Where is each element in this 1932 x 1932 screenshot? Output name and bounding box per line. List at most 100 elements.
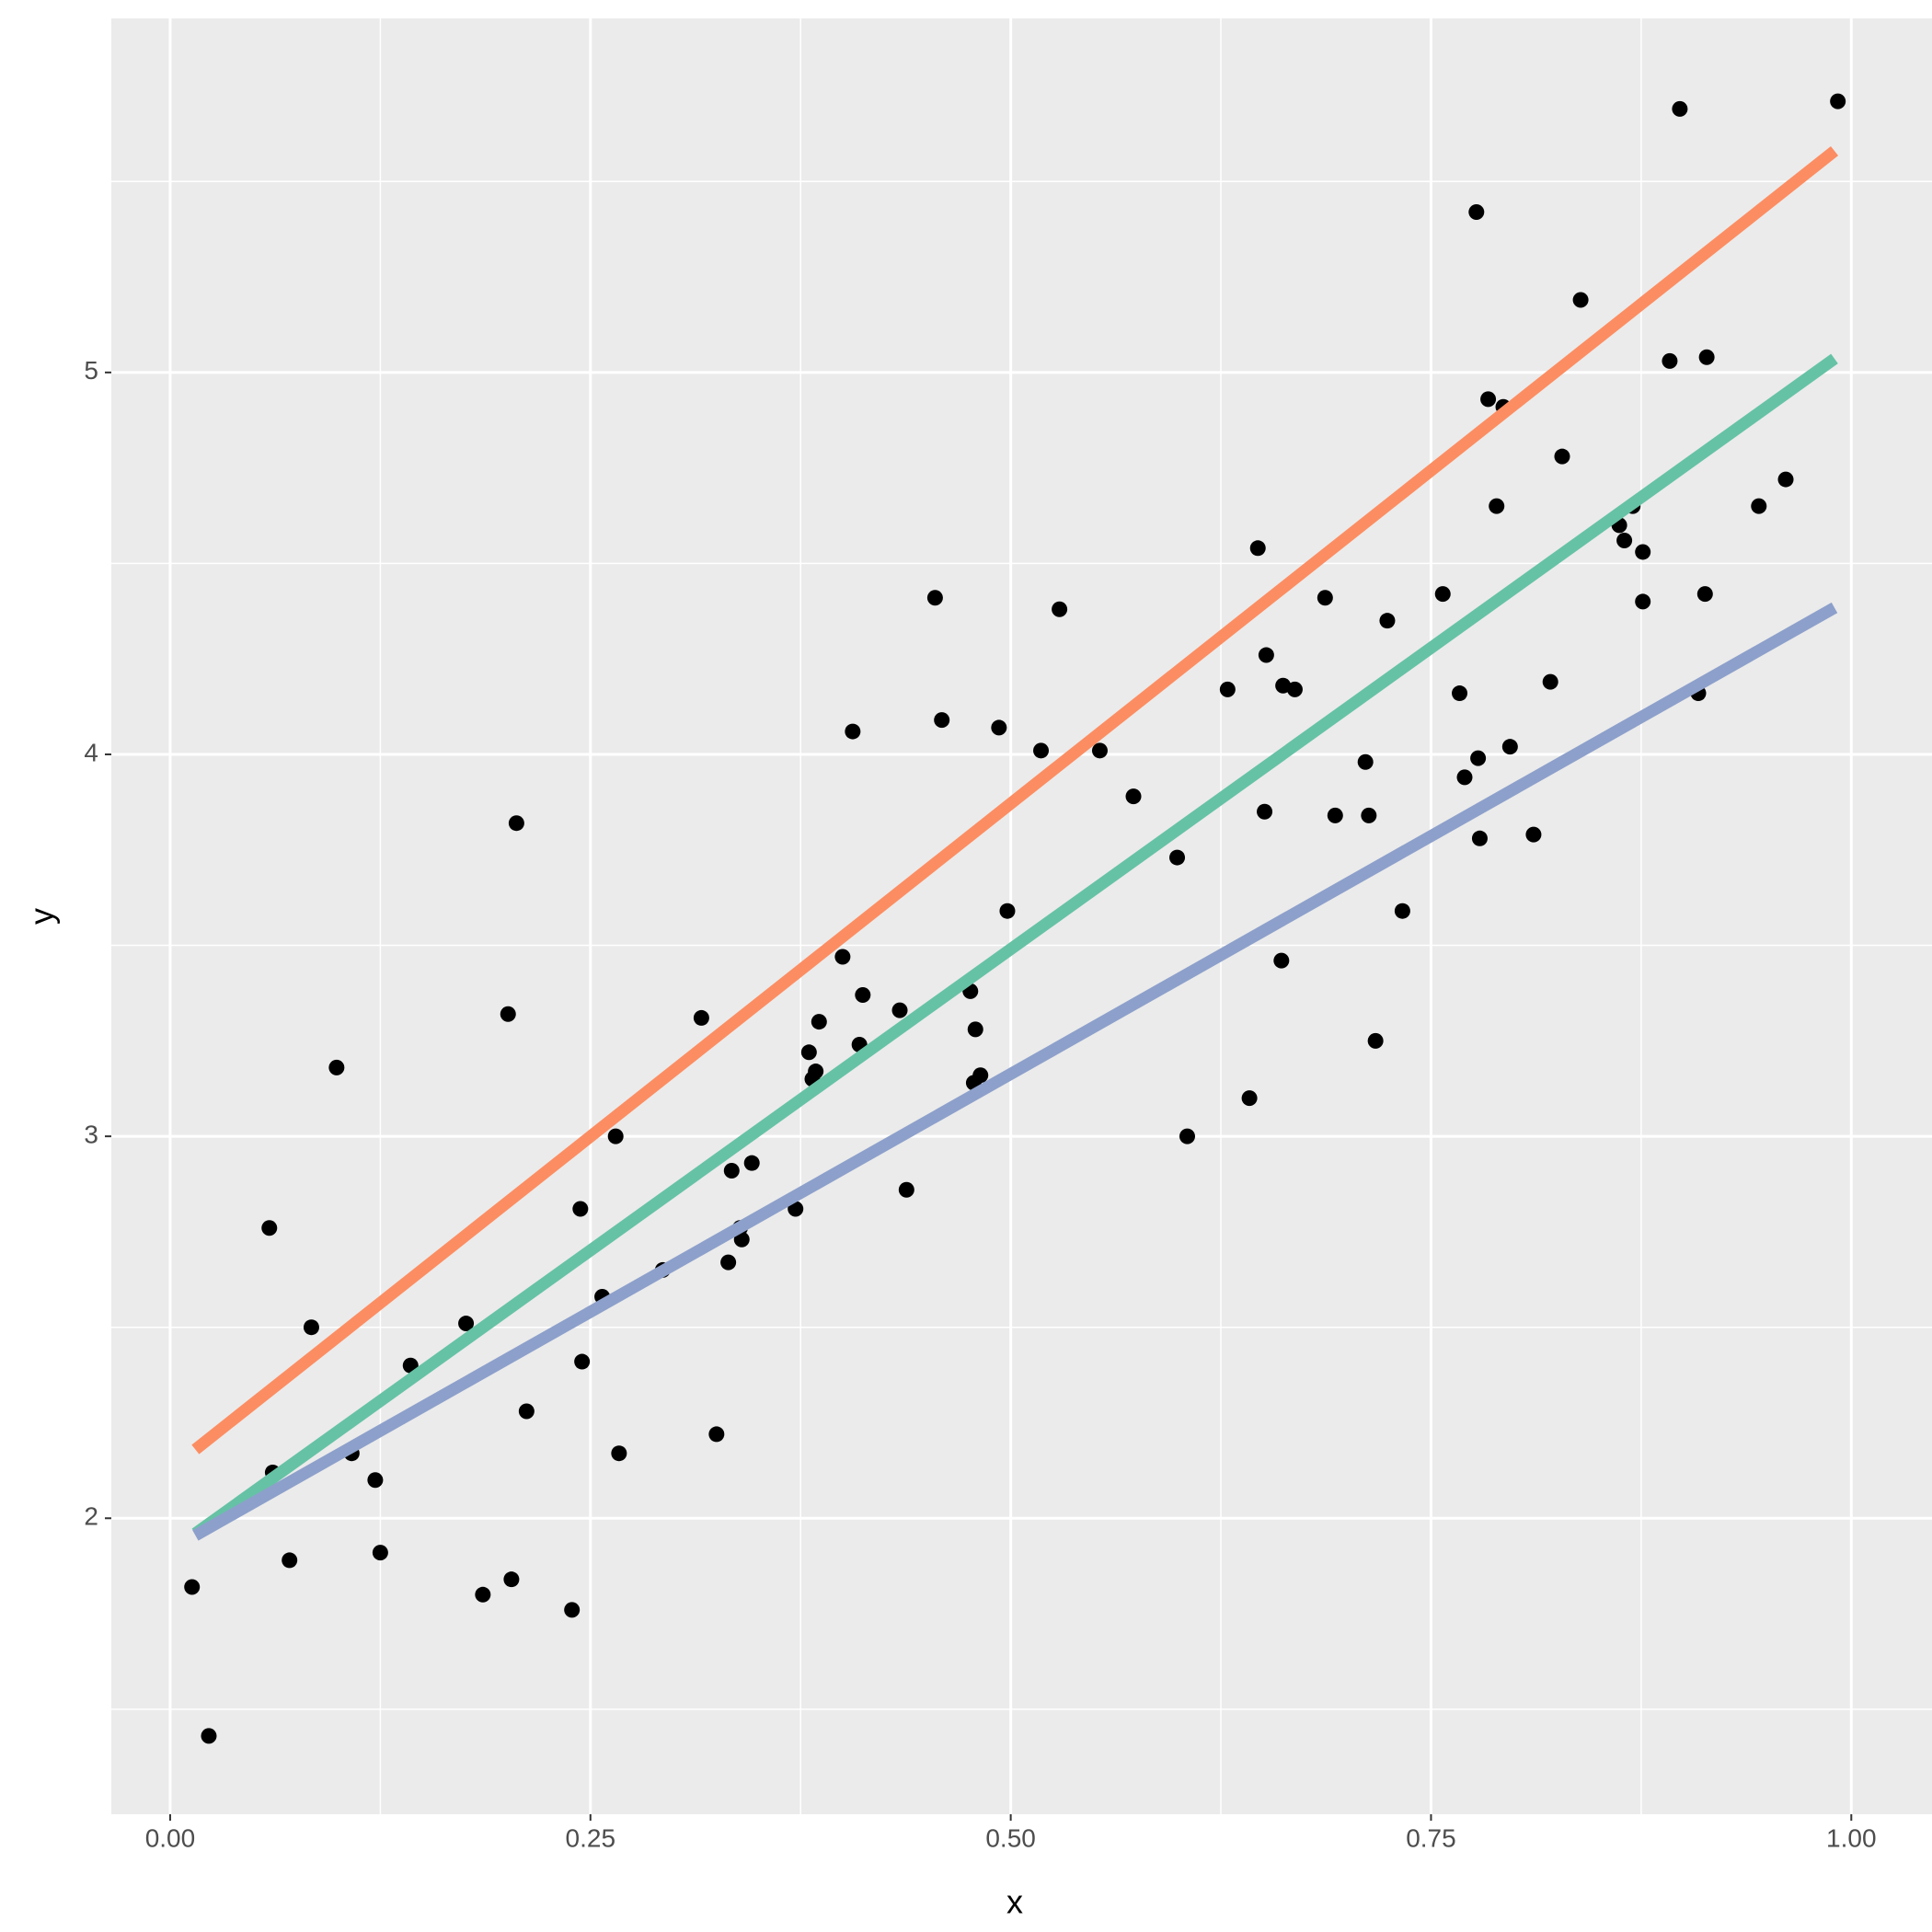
point xyxy=(1830,93,1846,109)
point xyxy=(367,1472,384,1489)
y-tick-label: 2 xyxy=(84,1502,98,1531)
point xyxy=(184,1579,201,1595)
point xyxy=(743,1155,760,1171)
x-tick-label: 1.00 xyxy=(1826,1823,1877,1852)
point xyxy=(1367,1032,1384,1049)
point xyxy=(808,1064,824,1080)
point xyxy=(708,1426,725,1443)
point xyxy=(607,1128,624,1144)
point xyxy=(1471,830,1488,846)
point xyxy=(1249,540,1266,557)
fit-line xyxy=(191,353,1838,1539)
fit-line xyxy=(192,602,1838,1541)
point xyxy=(999,903,1016,919)
point xyxy=(834,949,851,965)
point xyxy=(723,1162,740,1179)
point xyxy=(564,1602,581,1618)
point xyxy=(1470,750,1487,766)
point xyxy=(1751,498,1767,514)
point xyxy=(201,1728,217,1744)
point xyxy=(1698,349,1715,365)
point xyxy=(1357,753,1374,770)
point xyxy=(788,1201,804,1217)
point xyxy=(934,712,950,729)
point xyxy=(967,1021,983,1038)
point xyxy=(1554,448,1570,465)
y-tick-label: 3 xyxy=(84,1121,98,1149)
point xyxy=(845,723,861,740)
point xyxy=(574,1353,591,1370)
point xyxy=(1777,471,1794,488)
point xyxy=(372,1545,388,1561)
point xyxy=(1525,826,1542,843)
point xyxy=(800,1044,817,1061)
point xyxy=(1125,788,1142,805)
point xyxy=(1672,100,1688,117)
point xyxy=(898,1181,914,1198)
point xyxy=(1241,1090,1258,1107)
point xyxy=(1452,685,1468,702)
x-tick-label: 0.50 xyxy=(985,1823,1036,1852)
point xyxy=(1275,677,1292,694)
point xyxy=(991,719,1007,736)
point xyxy=(503,1571,520,1588)
point xyxy=(328,1059,345,1075)
point xyxy=(1179,1128,1195,1144)
point xyxy=(1542,673,1558,690)
point xyxy=(261,1220,278,1236)
point xyxy=(1501,739,1518,755)
point xyxy=(1662,352,1678,369)
point xyxy=(1169,849,1186,866)
fit-line xyxy=(191,145,1839,1455)
point xyxy=(1616,532,1633,548)
point xyxy=(972,1067,989,1084)
point xyxy=(1273,952,1290,969)
point xyxy=(1480,391,1497,408)
y-axis-title: y xyxy=(23,908,61,925)
x-tick-label: 0.25 xyxy=(566,1823,616,1852)
point xyxy=(1257,803,1273,820)
point xyxy=(1219,681,1236,697)
point xyxy=(693,1009,709,1026)
point xyxy=(1379,613,1396,629)
point xyxy=(1468,203,1485,220)
point xyxy=(1052,601,1068,617)
point xyxy=(1635,593,1651,610)
point xyxy=(891,1002,908,1018)
point xyxy=(1361,807,1377,823)
point xyxy=(508,815,524,832)
point xyxy=(303,1319,319,1336)
point xyxy=(500,1006,516,1022)
point xyxy=(811,1014,827,1030)
point xyxy=(1696,586,1713,603)
point xyxy=(720,1254,737,1271)
point xyxy=(1033,742,1050,759)
point xyxy=(1489,498,1505,514)
point xyxy=(855,987,871,1004)
point xyxy=(1286,681,1303,697)
point xyxy=(1258,647,1274,663)
point xyxy=(611,1445,627,1462)
y-tick-label: 4 xyxy=(84,738,98,766)
x-axis-title: x xyxy=(1006,1883,1023,1921)
point xyxy=(733,1231,750,1248)
point xyxy=(1456,769,1473,786)
point xyxy=(1317,590,1333,606)
point xyxy=(1572,292,1589,308)
x-tick-label: 0.00 xyxy=(145,1823,196,1852)
x-tick-label: 0.75 xyxy=(1406,1823,1456,1852)
y-tick-label: 5 xyxy=(84,356,98,385)
point xyxy=(926,590,943,606)
point xyxy=(572,1201,589,1217)
point xyxy=(475,1586,491,1603)
point xyxy=(1434,586,1451,603)
point xyxy=(518,1403,535,1420)
point xyxy=(458,1316,475,1332)
point xyxy=(1327,807,1343,823)
point xyxy=(1091,742,1108,759)
point xyxy=(1635,544,1651,560)
point xyxy=(282,1552,298,1569)
point xyxy=(1394,903,1410,919)
